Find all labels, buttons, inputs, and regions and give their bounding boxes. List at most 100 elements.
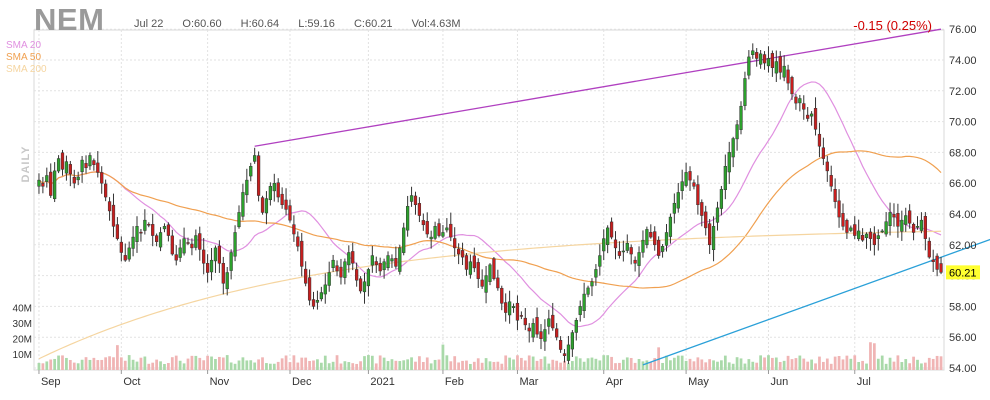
volume-bar: [810, 359, 813, 370]
candle-body: [637, 252, 641, 266]
candle-body: [386, 255, 390, 268]
candle-body: [260, 197, 265, 213]
candle-body: [366, 269, 371, 287]
candle-body: [272, 182, 276, 192]
candle-body: [60, 152, 65, 170]
volume-bar: [598, 360, 602, 370]
candle-body: [131, 236, 135, 249]
candle-body: [904, 215, 908, 225]
volume-bar: [202, 360, 206, 370]
volume-bar: [198, 357, 202, 370]
volume-bar: [845, 355, 849, 370]
volume-bar: [649, 361, 653, 370]
volume-bar: [931, 358, 935, 370]
candle-body: [747, 56, 751, 76]
volume-bar: [139, 357, 143, 370]
volume-bar: [849, 358, 853, 370]
candle-body: [825, 161, 829, 172]
volume-bar: [167, 363, 170, 370]
candle-body: [723, 166, 727, 190]
candle-body: [123, 255, 127, 261]
date-tick-label: Jul: [857, 376, 871, 388]
volume-bar: [543, 356, 547, 370]
volume-bar: [771, 357, 774, 370]
volume-bar: [221, 357, 225, 370]
volume-bar: [896, 355, 900, 370]
volume-bar: [68, 359, 72, 370]
volume-bar: [833, 356, 837, 370]
price-tick-label: 68.00: [949, 147, 977, 159]
close-value: C:60.21: [353, 18, 393, 30]
volume-bar: [751, 361, 755, 370]
candle-body: [237, 212, 241, 228]
volume-bar: [241, 357, 245, 370]
volume-bar: [410, 357, 413, 370]
volume-bar: [218, 356, 221, 370]
candle-body: [45, 175, 49, 182]
volume-bar: [112, 357, 115, 370]
candle-body: [88, 155, 92, 167]
candle-body: [688, 171, 692, 181]
open-value: O:60.60: [182, 18, 222, 30]
volume-bar: [516, 355, 519, 370]
candle-body: [64, 161, 69, 174]
volume-bar: [672, 357, 676, 370]
candle-body: [782, 65, 786, 78]
volume-bar: [520, 357, 523, 370]
volume-bar: [170, 357, 174, 370]
volume-bar: [378, 355, 382, 370]
price-tick-label: 74.00: [949, 55, 977, 67]
candle-body: [241, 192, 245, 217]
date-axis: Sep Oct Nov Dec 2021 Feb Mar Apr May Jun Jul: [38, 370, 871, 388]
candle-body: [766, 58, 771, 67]
price-tick-label: 54.00: [949, 363, 977, 375]
volume-bar: [614, 363, 617, 370]
candle-body: [476, 262, 480, 279]
date-tick-label: May: [688, 376, 709, 388]
candle-body: [821, 147, 825, 159]
volume-bar: [492, 361, 496, 370]
volume-bar: [119, 357, 123, 370]
volume-bar: [367, 355, 370, 370]
candle-body: [711, 226, 716, 250]
candle-body: [786, 69, 790, 84]
volume-bar: [147, 363, 151, 370]
candle-body: [174, 254, 178, 261]
moving-averages: [38, 81, 942, 360]
volume-bar: [233, 363, 237, 370]
candle-body: [374, 261, 378, 266]
volume-bar: [300, 357, 304, 370]
volume-bar: [331, 361, 335, 370]
volume-bar: [327, 363, 331, 370]
candle-body: [135, 226, 139, 242]
candle-body: [837, 200, 841, 218]
candle-body: [802, 103, 806, 110]
candle-body: [394, 258, 398, 267]
volume-bar: [822, 361, 825, 370]
candle-body: [739, 105, 743, 130]
candle-body: [190, 243, 194, 249]
candle-body: [696, 184, 700, 206]
volume-bar: [45, 361, 49, 370]
sma-50-line: [38, 150, 942, 289]
candle-body: [421, 220, 425, 226]
volume-bar: [684, 360, 688, 370]
volume-bar: [841, 359, 845, 370]
price-axis: 54.0056.0058.0060.0062.0064.0066.0068.00…: [949, 24, 977, 375]
candle-body: [151, 224, 155, 236]
candle-body: [484, 275, 488, 293]
candle-body: [178, 247, 182, 258]
volume-bar: [708, 359, 712, 370]
candle-body: [284, 199, 288, 210]
candle-body: [115, 224, 120, 239]
ticker-symbol: NEM: [34, 2, 105, 37]
volume-bar: [155, 359, 158, 370]
candle-body: [731, 138, 735, 158]
candle-body: [884, 221, 888, 235]
candle-body: [315, 299, 320, 303]
volume-bar: [214, 359, 217, 370]
candle-body: [876, 235, 880, 239]
candle-body: [609, 221, 614, 238]
candle-body: [507, 301, 512, 316]
candle-body: [594, 269, 598, 278]
